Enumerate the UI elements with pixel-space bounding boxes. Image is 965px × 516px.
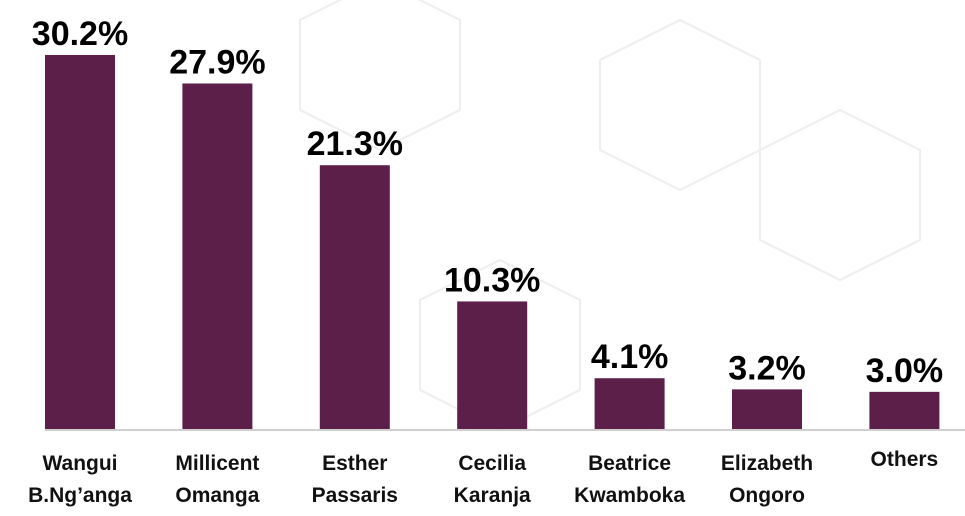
category-label: Cecilia Karanja [454, 452, 531, 507]
value-label: 4.1% [591, 338, 669, 376]
value-label: 3.0% [866, 352, 944, 390]
value-label: 21.3% [307, 125, 403, 163]
category-label: Beatrice Kwamboka [574, 452, 685, 507]
category-label: Millicent Omanga [175, 452, 259, 507]
bar [732, 389, 802, 429]
bar [457, 301, 528, 429]
value-label: 10.3% [444, 261, 540, 299]
background-pattern [299, 0, 921, 432]
bar [869, 391, 940, 429]
bar [182, 83, 253, 429]
category-label: Wangui B.Ng’anga [28, 452, 132, 507]
value-label: 27.9% [169, 43, 265, 81]
bar [319, 165, 390, 429]
category-label: Others [871, 448, 939, 471]
value-label: 3.2% [728, 349, 806, 387]
bar [594, 378, 665, 429]
value-label: 30.2% [32, 15, 128, 53]
category-label: Elizabeth Ongoro [721, 452, 813, 507]
category-label: Esther Passaris [312, 452, 398, 507]
bar [45, 55, 115, 429]
